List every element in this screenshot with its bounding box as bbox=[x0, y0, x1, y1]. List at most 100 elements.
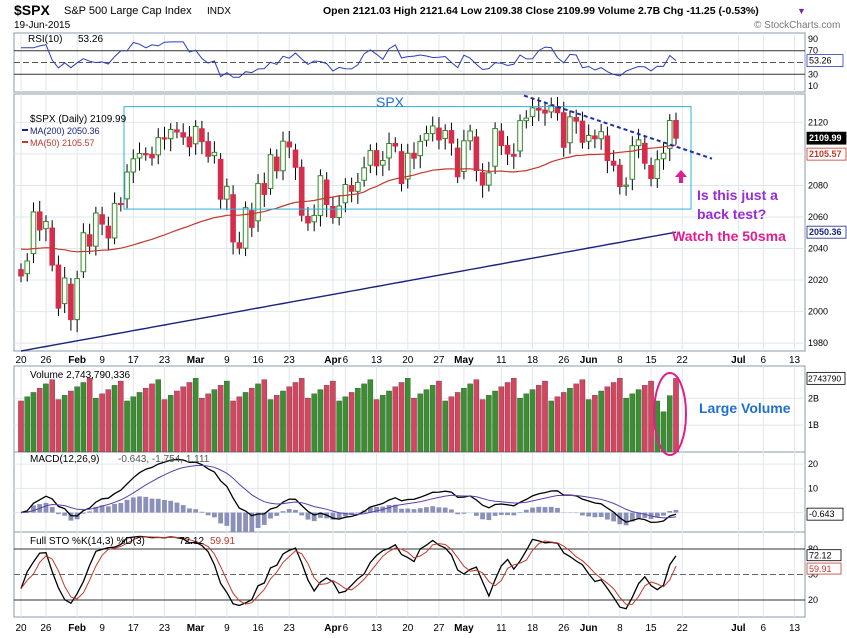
candle-body bbox=[230, 194, 236, 243]
candle-body bbox=[579, 120, 586, 143]
volume-bar bbox=[18, 400, 24, 453]
macd-histogram-bar bbox=[261, 512, 267, 525]
volume-bar bbox=[361, 383, 367, 453]
volume-bar bbox=[36, 387, 43, 453]
price-tick-label: 2040 bbox=[808, 244, 828, 254]
macd-histogram-bar bbox=[87, 511, 93, 513]
candle-body bbox=[411, 152, 417, 159]
candle-body bbox=[517, 120, 523, 152]
macd-histogram-bar bbox=[43, 502, 49, 513]
volume-bar bbox=[517, 397, 523, 453]
candle-body bbox=[99, 214, 105, 225]
candle-body bbox=[255, 183, 261, 222]
macd-histogram-bar bbox=[598, 512, 604, 518]
rsi-label-name: RSI(10) bbox=[28, 34, 62, 45]
candle-body bbox=[592, 135, 598, 140]
candle-body bbox=[635, 139, 642, 147]
candle-body bbox=[498, 130, 505, 147]
sto-label-k: 72.12 bbox=[179, 536, 204, 547]
ma50-label: MA(50) 2105.57 bbox=[30, 138, 95, 148]
macd-histogram-bar bbox=[211, 512, 217, 518]
rsi-label-value: 53.26 bbox=[78, 34, 103, 45]
macd-axis-tag-label: -0.643 bbox=[809, 509, 835, 519]
macd-histogram-bar bbox=[511, 512, 517, 516]
candle-body bbox=[236, 242, 243, 249]
candle-body bbox=[192, 125, 199, 145]
volume-bar bbox=[342, 396, 349, 453]
volume-bar bbox=[255, 383, 261, 453]
x-tick-label: Feb bbox=[68, 623, 86, 634]
macd-histogram-bar bbox=[517, 512, 523, 513]
candle-body bbox=[261, 183, 268, 195]
volume-bar bbox=[648, 380, 654, 453]
candle-body bbox=[398, 151, 405, 185]
macd-histogram-bar bbox=[636, 512, 641, 519]
candle-body bbox=[24, 260, 31, 275]
candle-body bbox=[486, 172, 492, 186]
volume-bar bbox=[205, 393, 211, 453]
x-tick-label: 15 bbox=[645, 623, 657, 634]
sto-k-line bbox=[20, 535, 677, 610]
volume-bar bbox=[554, 396, 561, 453]
volume-bar bbox=[573, 383, 579, 453]
volume-bar bbox=[579, 379, 586, 453]
back-test-annotation-1: Is this just a bbox=[697, 187, 778, 203]
macd-histogram-bar bbox=[405, 508, 411, 513]
macd-histogram-bar bbox=[274, 512, 280, 516]
volume-bar bbox=[180, 386, 186, 453]
x-tick-label: 20 bbox=[15, 623, 27, 634]
candle-body bbox=[436, 127, 442, 141]
candle-body bbox=[49, 227, 55, 266]
macd-histogram-bar bbox=[187, 508, 192, 513]
candle-body bbox=[142, 153, 149, 156]
rsi-label: RSI(10) 53.26 bbox=[28, 34, 103, 45]
macd-histogram-bar bbox=[174, 502, 180, 513]
macd-axis-tag bbox=[806, 507, 844, 521]
x-tick-label: 27 bbox=[433, 355, 445, 366]
volume-bar bbox=[242, 392, 249, 453]
sto-axis-tag-label: 59.91 bbox=[809, 564, 832, 574]
candle-body bbox=[43, 221, 49, 230]
candle-body bbox=[167, 128, 174, 140]
candle-body bbox=[585, 134, 592, 142]
candle-body bbox=[93, 212, 99, 247]
candle-body bbox=[149, 153, 155, 159]
candle-body bbox=[535, 107, 542, 111]
volume-bar bbox=[80, 382, 87, 453]
macd-histogram-bar bbox=[392, 504, 398, 513]
candle-body bbox=[604, 135, 611, 162]
symbol: $SPX bbox=[14, 2, 50, 18]
macd-histogram-bar bbox=[530, 507, 535, 513]
candle-body bbox=[68, 283, 74, 321]
candle-body bbox=[598, 131, 604, 140]
x-tick-label: 18 bbox=[527, 623, 539, 634]
candle-body bbox=[249, 210, 255, 228]
candle-body bbox=[323, 179, 330, 206]
macd-histogram-bar bbox=[374, 506, 379, 513]
macd-histogram-bar bbox=[105, 506, 111, 513]
macd-histogram-bar bbox=[430, 506, 436, 513]
candle-body bbox=[404, 152, 411, 180]
candle-body bbox=[629, 145, 636, 180]
macd-histogram-bar bbox=[449, 509, 454, 513]
price-axis-tag-label: 2109.99 bbox=[809, 133, 842, 143]
price-label: $SPX (Daily) 2109.99 bbox=[30, 114, 127, 125]
range-box bbox=[123, 106, 692, 210]
macd-histogram-bar bbox=[143, 496, 149, 513]
candle-body bbox=[355, 181, 361, 192]
volume-bar bbox=[236, 396, 243, 453]
volume-bar bbox=[186, 382, 193, 453]
x-tick-label: 13 bbox=[789, 623, 801, 634]
candle-body bbox=[292, 149, 299, 168]
candle-body bbox=[511, 153, 517, 157]
sto-axis-tag-label: 72.12 bbox=[809, 551, 832, 561]
volume-bar bbox=[536, 385, 542, 453]
price-axis-tag-label: 2105.57 bbox=[809, 149, 842, 159]
candle-body bbox=[610, 160, 617, 166]
volume-bar bbox=[373, 399, 380, 453]
volume-bar bbox=[124, 400, 130, 453]
quote-line: Open 2121.03 High 2121.64 Low 2109.38 Cl… bbox=[323, 5, 759, 17]
volume-bar bbox=[542, 380, 548, 453]
rsi-tick-label: 30 bbox=[808, 69, 818, 79]
macd-label-name: MACD(12,26,9) bbox=[30, 454, 99, 465]
